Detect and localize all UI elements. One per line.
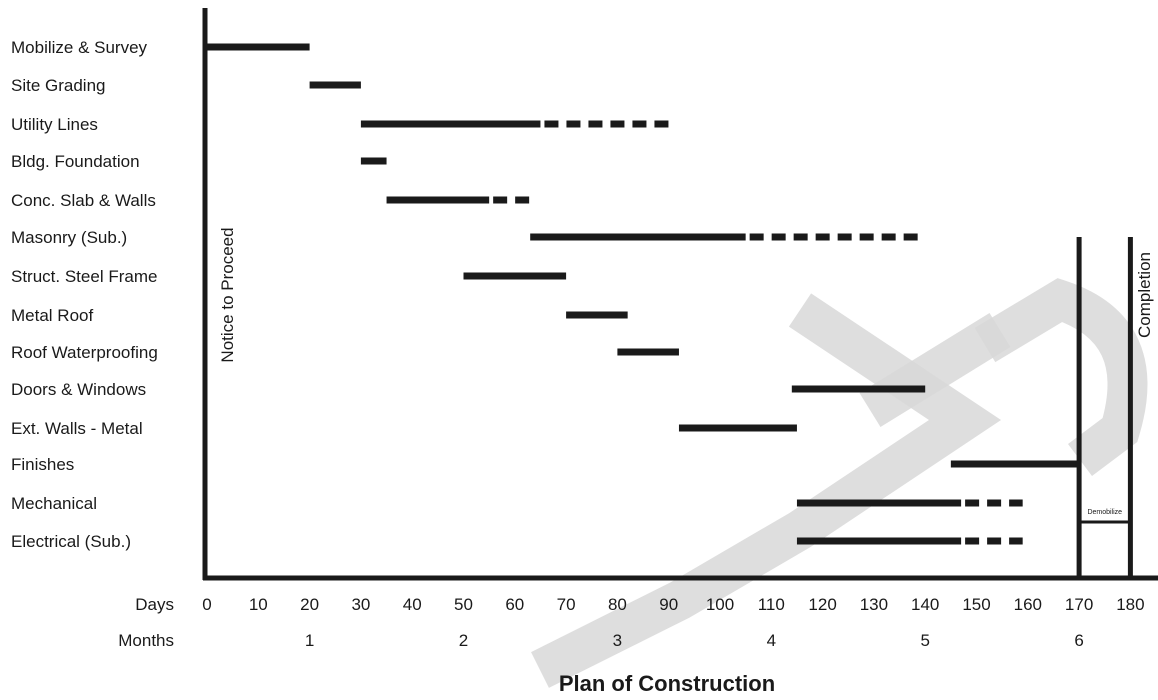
task-label: Mechanical	[11, 494, 97, 513]
x-tick-label: 90	[659, 595, 678, 614]
x-tick-label: 10	[249, 595, 268, 614]
x-tick-label: 100	[706, 595, 734, 614]
task-label: Site Grading	[11, 76, 106, 95]
demobilize-label: Demobilize	[1087, 509, 1122, 516]
x-tick-label: 20	[300, 595, 319, 614]
month-label: 6	[1074, 631, 1083, 650]
chart-title: Plan of Construction	[559, 671, 775, 696]
month-labels: 1 2 3 4 5 6	[305, 631, 1084, 650]
task-label: Utility Lines	[11, 115, 98, 134]
task-label: Finishes	[11, 455, 74, 474]
task-label: Doors & Windows	[11, 380, 146, 399]
x-tick-label: 50	[454, 595, 473, 614]
month-label: 3	[613, 631, 622, 650]
months-axis-label: Months	[118, 631, 174, 650]
month-label: 4	[767, 631, 776, 650]
x-tick-label: 140	[911, 595, 939, 614]
month-label: 5	[920, 631, 929, 650]
task-bars	[207, 43, 1080, 545]
x-tick-label: 120	[808, 595, 836, 614]
x-tick-label: 30	[351, 595, 370, 614]
x-tick-label: 40	[403, 595, 422, 614]
notice-to-proceed-label: Notice to Proceed	[218, 227, 237, 362]
task-label: Struct. Steel Frame	[11, 267, 157, 286]
task-label: Masonry (Sub.)	[11, 228, 127, 247]
days-axis-label: Days	[135, 595, 174, 614]
x-tick-label: 160	[1014, 595, 1042, 614]
completion-label: Completion	[1135, 252, 1154, 338]
x-tick-label: 170	[1065, 595, 1093, 614]
x-tick-label: 180	[1116, 595, 1144, 614]
x-tick-label: 60	[505, 595, 524, 614]
task-label: Electrical (Sub.)	[11, 532, 131, 551]
task-labels: Mobilize & Survey Site Grading Utility Lin…	[11, 38, 158, 551]
x-tick-label: 150	[962, 595, 990, 614]
task-label: Mobilize & Survey	[11, 38, 148, 57]
task-label: Roof Waterproofing	[11, 343, 158, 362]
x-tick-label: 0	[202, 595, 211, 614]
x-tick-label: 110	[758, 595, 785, 614]
task-label: Metal Roof	[11, 306, 93, 325]
task-label: Ext. Walls - Metal	[11, 419, 143, 438]
month-label: 2	[459, 631, 468, 650]
month-label: 1	[305, 631, 314, 650]
milestones: Demobilize Notice to Proceed Completion	[218, 227, 1154, 578]
x-tick-label: 80	[608, 595, 627, 614]
x-tick-labels: 0 10 20 30 40 50 60 70 80 90 100 110 120 130 140 150 160…	[202, 595, 1144, 614]
watermark	[531, 278, 1148, 688]
task-label: Bldg. Foundation	[11, 152, 140, 171]
axes	[202, 8, 1158, 581]
task-label: Conc. Slab & Walls	[11, 191, 156, 210]
x-tick-label: 130	[860, 595, 888, 614]
x-tick-label: 70	[557, 595, 576, 614]
